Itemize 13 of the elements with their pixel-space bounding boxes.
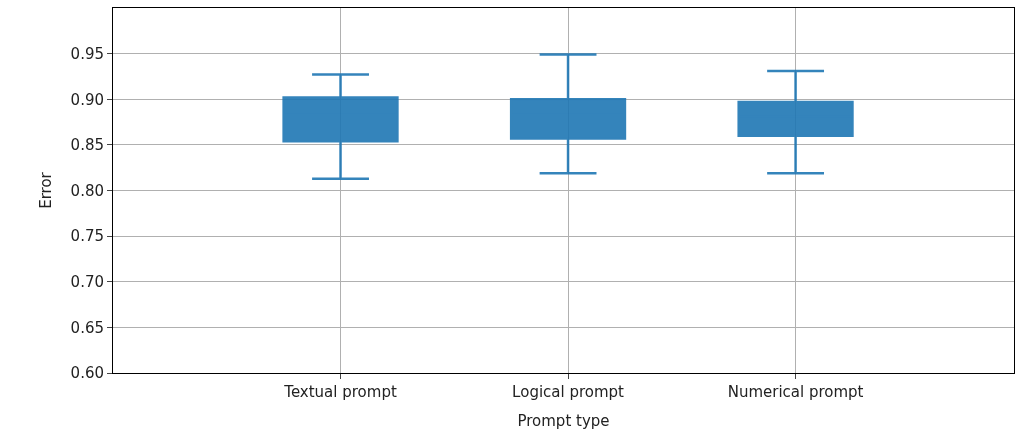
y-axis-title: Error: [36, 171, 55, 209]
y-tick-label: 0.90: [70, 90, 104, 109]
x-tick-label: Numerical prompt: [727, 383, 864, 401]
y-tick-label: 0.70: [70, 273, 104, 291]
y-tick-label: 0.85: [70, 136, 104, 155]
x-tick-label: Logical prompt: [512, 383, 625, 401]
y-tick-label: 0.75: [70, 227, 104, 246]
x-tick-label: Textual prompt: [283, 383, 397, 401]
y-tick-label: 0.60: [70, 364, 104, 383]
y-tick-label: 0.65: [70, 318, 104, 337]
y-tick-label: 0.80: [70, 181, 104, 200]
y-tick-label: 0.95: [70, 44, 104, 63]
x-axis-title: Prompt type: [517, 412, 610, 430]
